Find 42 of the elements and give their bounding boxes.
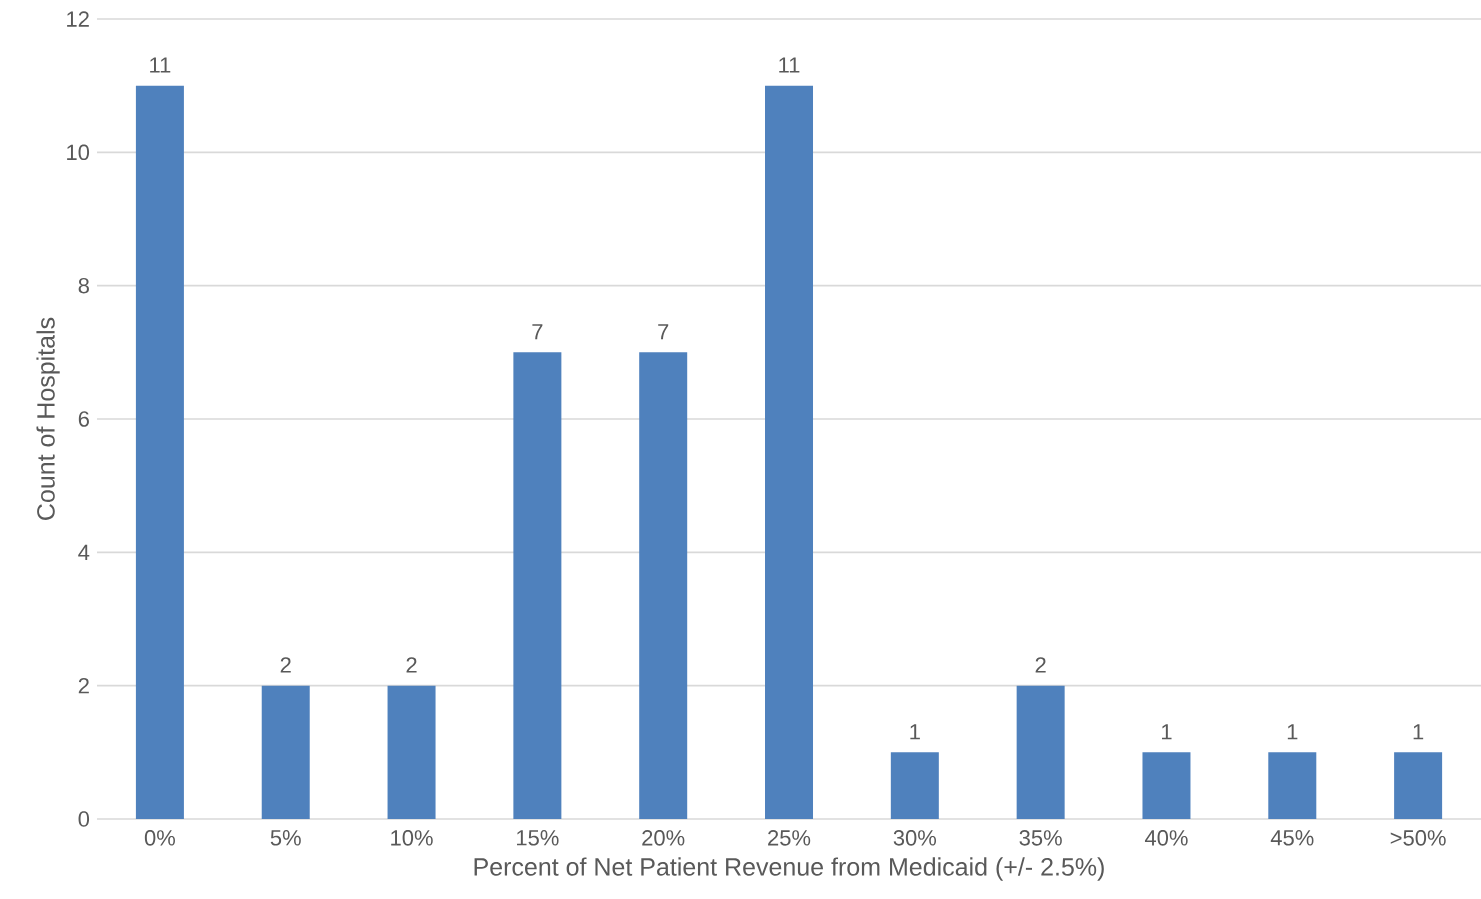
data-label: 7	[658, 324, 669, 340]
y-tick-label: 6	[78, 411, 89, 427]
x-tick-label: 35%	[1019, 830, 1062, 846]
data-label: 2	[280, 657, 291, 673]
bar	[765, 85, 814, 819]
bar	[1394, 752, 1443, 819]
bar	[1142, 752, 1191, 819]
data-label: 2	[1035, 657, 1046, 673]
y-axis-title: Count of Hospitals	[36, 317, 60, 520]
x-tick-label: 0%	[144, 830, 175, 846]
data-label: 1	[1287, 724, 1298, 740]
y-tick-label: 4	[78, 544, 90, 560]
x-tick-label: 25%	[768, 830, 811, 846]
bar	[261, 685, 310, 819]
x-axis-title: Percent of Net Patient Revenue from Medicaid (+/- 2.5%)	[474, 857, 1104, 881]
data-label: 1	[1413, 724, 1424, 740]
x-tick-label: 5%	[270, 830, 301, 846]
y-tick-label: 10	[67, 144, 90, 161]
data-label: 2	[406, 657, 417, 673]
y-tick-label: 0	[78, 811, 90, 827]
x-tick-label: 30%	[893, 830, 937, 846]
x-tick-label: >50%	[1390, 830, 1446, 846]
data-label: 11	[779, 57, 800, 73]
x-tick-label: 45%	[1270, 830, 1314, 846]
bar	[135, 85, 184, 819]
y-tick-label: 2	[78, 678, 89, 694]
x-tick-label: 15%	[517, 830, 559, 846]
bar	[387, 685, 436, 819]
bar	[639, 352, 688, 819]
data-label: 1	[1162, 724, 1172, 740]
y-tick-label: 12	[67, 11, 89, 27]
y-tick-label: 8	[78, 277, 89, 294]
data-label: 11	[150, 57, 171, 73]
bar	[1016, 685, 1065, 819]
bar	[1268, 752, 1317, 819]
bar	[513, 352, 562, 819]
data-label: 1	[910, 724, 920, 740]
bar	[890, 752, 939, 819]
x-tick-label: 10%	[391, 830, 433, 846]
data-label: 7	[532, 324, 543, 340]
x-tick-label: 40%	[1144, 830, 1188, 846]
x-tick-label: 20%	[642, 830, 685, 846]
